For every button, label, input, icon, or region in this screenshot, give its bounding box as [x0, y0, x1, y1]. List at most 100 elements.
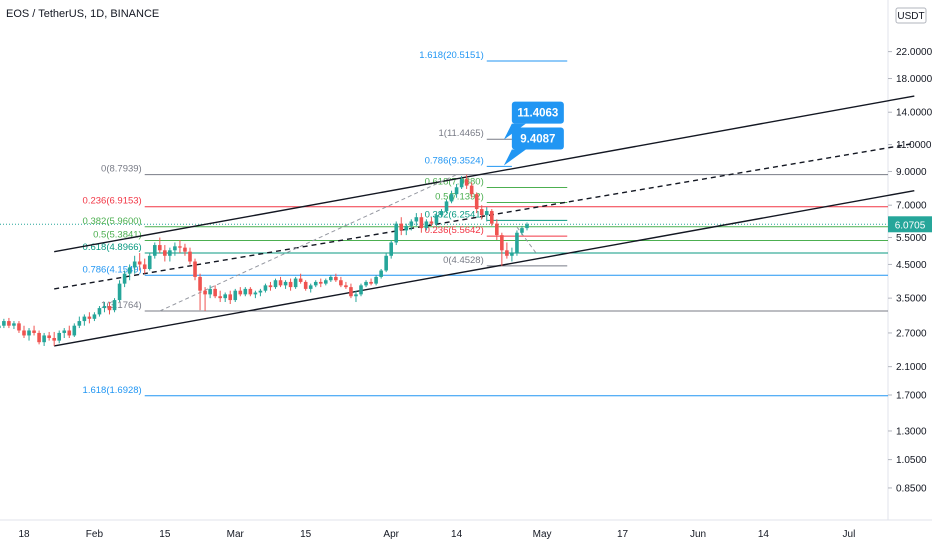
candle-body — [233, 290, 238, 301]
candle-body — [218, 296, 222, 299]
candle-body — [62, 330, 67, 333]
candle-body — [303, 281, 308, 289]
candle-body — [414, 217, 419, 222]
last-price-badge — [888, 216, 932, 233]
candle-body — [308, 285, 313, 289]
price-tick-label: 5.5000 — [896, 233, 927, 244]
time-tick-label: 15 — [159, 529, 171, 540]
candle-body — [102, 306, 107, 309]
candle-body — [112, 300, 117, 311]
candle-body — [384, 255, 388, 271]
candle-body — [12, 323, 16, 326]
time-tick-label: 17 — [617, 529, 629, 540]
candle-body — [258, 290, 263, 293]
candle-body — [208, 288, 212, 295]
candle-body — [439, 211, 444, 216]
candle-body — [349, 287, 353, 297]
candle-body — [158, 245, 162, 251]
time-tick-label: 14 — [758, 529, 770, 540]
candle-body — [510, 253, 514, 256]
candle-body — [7, 321, 11, 326]
candle-body — [193, 261, 197, 277]
axis-unit-box — [895, 7, 927, 24]
time-tick-label: Jun — [690, 529, 706, 540]
candle-body — [364, 281, 368, 286]
dashed-guide-line — [516, 226, 538, 255]
candle-body — [313, 281, 318, 286]
candle-body — [505, 250, 509, 256]
last-price-label: 6.0705 — [895, 220, 926, 231]
price-tick-label: 22.0000 — [896, 47, 932, 58]
candle-body — [92, 314, 97, 319]
candle-body — [495, 223, 499, 236]
candle-body — [82, 316, 87, 322]
candle-body — [253, 292, 258, 295]
candle-body — [273, 280, 278, 288]
fib-level-label: 1.618(1.6928) — [83, 385, 142, 396]
callout-pointer — [503, 149, 526, 166]
candle-body — [32, 330, 36, 333]
candle-body — [37, 332, 41, 343]
candle-body — [389, 242, 393, 256]
candle-body — [344, 285, 348, 288]
candle-body — [168, 250, 172, 256]
candle-body — [228, 294, 233, 301]
fib-level-label: 0.382(5.9600) — [83, 216, 142, 227]
candle-body — [142, 264, 147, 269]
candle-body — [117, 283, 122, 301]
candle-body — [444, 201, 449, 212]
candle-body — [429, 221, 434, 224]
price-tick-label: 7.0000 — [896, 201, 927, 212]
price-tick-label: 11.0000 — [896, 140, 932, 151]
fib-level-label: 0.786(9.3524) — [425, 155, 484, 166]
fib-level-label: 0(4.4528) — [443, 255, 484, 266]
time-tick-label: Feb — [86, 529, 104, 540]
time-tick-label: Jul — [843, 529, 856, 540]
fib-level-label: 0.618(4.8966) — [83, 242, 142, 253]
time-tick-label: 14 — [451, 529, 463, 540]
candle-body — [17, 323, 21, 331]
candle-body — [2, 321, 6, 326]
candle-body — [72, 325, 77, 336]
candle-body — [243, 288, 248, 295]
fib-level-label: 0.236(5.5642) — [425, 225, 484, 236]
fib-level-label: 1.618(20.5151) — [419, 50, 483, 61]
candle-body — [52, 338, 56, 341]
candle-body — [183, 247, 187, 252]
candle-body — [374, 276, 378, 284]
candle-body — [127, 267, 132, 274]
price-tick-label: 2.7000 — [896, 328, 927, 339]
fib-level-label: 0.786(4.1549) — [83, 264, 142, 275]
candle-body — [489, 211, 494, 224]
candle-body — [484, 211, 489, 216]
candle-body — [399, 223, 404, 231]
candle-body — [248, 288, 253, 295]
fib-level-label: 0.382(6.2541) — [425, 209, 484, 220]
candle-body — [57, 332, 62, 341]
candle-body — [288, 281, 293, 288]
candle-body — [469, 185, 474, 195]
candle-body — [359, 285, 363, 295]
price-tick-label: 18.0000 — [896, 74, 932, 85]
price-tick-label: 1.3000 — [896, 426, 927, 437]
candle-body — [137, 261, 142, 265]
axis-unit-label: USDT — [897, 11, 924, 22]
fib-level-label: 0.5(7.1392) — [435, 192, 484, 203]
candle-body — [525, 224, 529, 229]
candle-body — [298, 278, 303, 282]
candle-body — [324, 280, 328, 284]
candle-body — [42, 335, 46, 343]
time-tick-label: Apr — [383, 529, 399, 540]
candle-body — [474, 194, 479, 210]
candle-body — [318, 281, 323, 284]
candle-body — [329, 276, 333, 281]
fib-level-label: 0.618(7.9880) — [425, 176, 484, 187]
price-tick-label: 14.0000 — [896, 108, 932, 119]
candle-body — [163, 250, 167, 256]
candle-body — [107, 306, 112, 311]
candle-body — [178, 246, 182, 248]
candle-body — [409, 221, 414, 226]
candle-body — [77, 321, 82, 326]
candle-body — [394, 223, 399, 243]
